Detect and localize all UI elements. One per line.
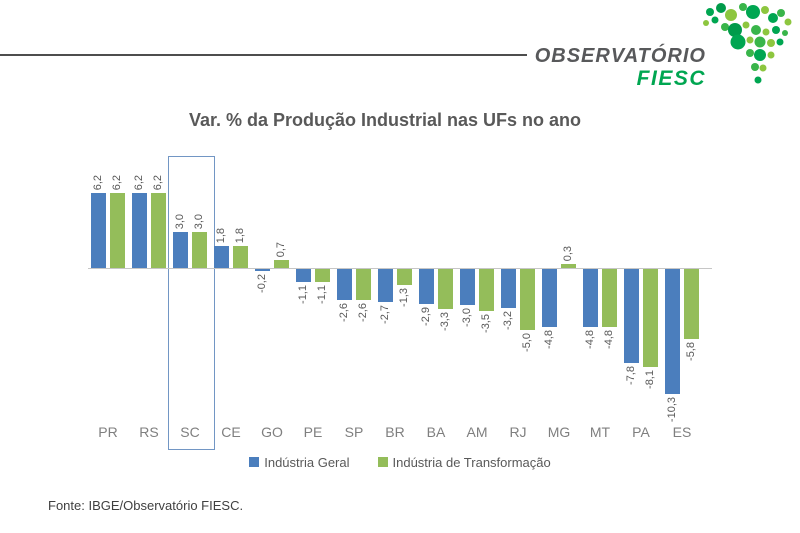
x-axis-label-GO: GO [261,424,283,440]
x-axis-label-SC: SC [180,424,200,440]
value-label-geral-MG: -4,8 [542,330,555,349]
value-label-transformacao-PA: -8,1 [643,370,656,389]
bar-industria-transformacao-BR [397,269,412,285]
value-label-transformacao-PE: -1,1 [315,285,328,304]
bar-industria-geral-PE [296,269,311,282]
x-axis-label-CE: CE [221,424,241,440]
value-label-transformacao-RJ: -5,0 [520,333,533,352]
value-label-geral-GO: -0,2 [255,274,268,293]
fiesc-logo: OBSERVATÓRIO FIESC [535,46,706,89]
value-label-geral-RJ: -3,2 [501,311,514,330]
legend-item-industria-transformacao: Indústria de Transformação [377,454,551,470]
bar-industria-geral-AM [460,269,475,305]
x-axis-label-MT: MT [589,424,611,440]
bar-industria-transformacao-ES [684,269,699,339]
x-axis-label-BR: BR [385,424,405,440]
value-label-transformacao-CE: 1,8 [233,227,246,243]
value-label-transformacao-SP: -2,6 [356,303,369,322]
value-label-geral-CE: 1,8 [214,227,227,243]
logo-observatorio-text: OBSERVATÓRIO [534,45,706,67]
x-axis-label-PE: PE [303,424,323,440]
bar-industria-transformacao-SP [356,269,371,300]
bar-industria-transformacao-PA [643,269,658,367]
bar-industria-transformacao-SC [192,232,207,268]
x-axis-label-RJ: RJ [509,424,527,440]
legend-label-industria-transformacao: Indústria de Transformação [392,454,551,470]
legend-item-industria-geral: Indústria Geral [249,454,350,470]
value-label-geral-PE: -1,1 [296,285,309,304]
x-axis-label-BA: BA [426,424,446,440]
chart-title: Var. % da Produção Industrial nas UFs no… [188,110,582,130]
value-label-geral-BA: -2,9 [419,307,432,326]
value-label-geral-SC: 3,0 [173,213,186,229]
bar-industria-geral-PA [624,269,639,363]
bar-industria-geral-PR [91,193,106,268]
x-axis-label-ES: ES [672,424,692,440]
bar-industria-transformacao-RJ [520,269,535,330]
x-axis-label-RS: RS [139,424,159,440]
bar-industria-geral-BR [378,269,393,302]
value-label-transformacao-MT: -4,8 [602,330,615,349]
value-label-transformacao-AM: -3,5 [479,314,492,333]
value-label-geral-PA: -7,8 [624,366,637,385]
x-axis-label-PR: PR [98,424,118,440]
x-axis-label-PA: PA [632,424,650,440]
bar-industria-transformacao-RS [151,193,166,268]
bar-industria-transformacao-MT [602,269,617,327]
bar-industria-geral-SC [173,232,188,268]
value-label-transformacao-BA: -3,3 [438,312,451,331]
x-axis-label-SP: SP [344,424,364,440]
bar-industria-geral-ES [665,269,680,394]
value-label-geral-BR: -2,7 [378,305,391,324]
bar-industria-transformacao-PR [110,193,125,268]
x-axis-label-MG: MG [547,424,571,440]
value-label-geral-SP: -2,6 [337,303,350,322]
value-label-geral-RS: 6,2 [132,174,145,190]
value-label-transformacao-PR: 6,2 [110,174,123,190]
value-label-geral-AM: -3,0 [460,308,473,327]
brazil-dots-icon [703,3,792,84]
bar-industria-transformacao-AM [479,269,494,311]
value-label-transformacao-BR: -1,3 [397,288,410,307]
bar-industria-geral-RS [132,193,147,268]
value-label-transformacao-ES: -5,8 [684,342,697,361]
bar-industria-transformacao-MG [561,264,576,268]
x-axis-baseline [88,268,712,269]
legend-swatch-transformacao [377,457,388,467]
value-label-transformacao-MG: 0,3 [561,245,574,261]
legend-label-industria-geral: Indústria Geral [264,454,350,470]
value-label-transformacao-RS: 6,2 [151,174,164,190]
bar-industria-geral-SP [337,269,352,300]
highlight-box-SC [168,156,215,450]
bar-industria-transformacao-CE [233,246,248,268]
bar-industria-geral-CE [214,246,229,268]
value-label-geral-PR: 6,2 [91,174,104,190]
value-label-geral-ES: -10,3 [665,397,678,423]
bar-industria-geral-MG [542,269,557,327]
bar-industria-geral-GO [255,269,270,271]
bar-industria-geral-MT [583,269,598,327]
source-note: Fonte: IBGE/Observatório FIESC. [48,498,244,513]
value-label-transformacao-GO: 0,7 [274,241,287,257]
bar-industria-transformacao-GO [274,260,289,268]
value-label-transformacao-SC: 3,0 [192,213,205,229]
bar-industria-transformacao-PE [315,269,330,282]
chart-legend: Indústria Geral Indústria de Transformaç… [0,452,800,472]
bar-industria-geral-RJ [501,269,516,308]
x-axis-label-AM: AM [466,424,488,440]
bar-industria-transformacao-BA [438,269,453,309]
legend-swatch-geral [249,457,260,467]
value-label-geral-MT: -4,8 [583,330,596,349]
bar-industria-geral-BA [419,269,434,304]
header-rule [0,54,527,56]
logo-fiesc-text: FIESC [636,67,706,90]
